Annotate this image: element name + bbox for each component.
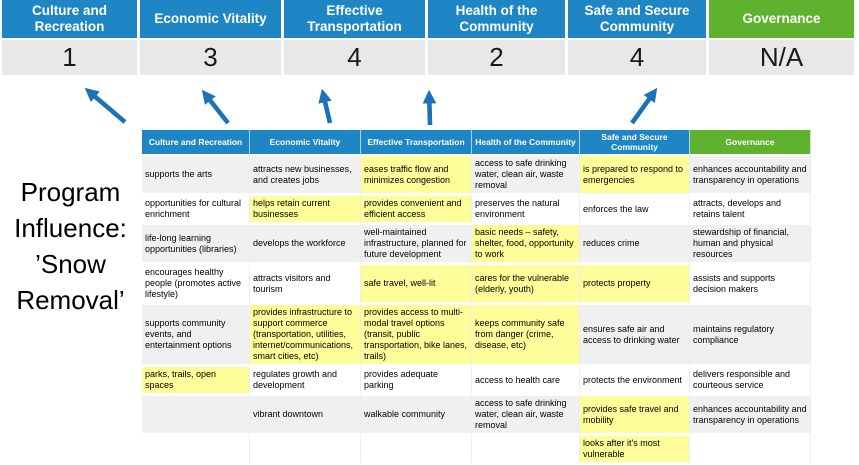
- matrix-cell: keeps community safe from danger (crime,…: [472, 305, 580, 367]
- matrix-cell: [690, 436, 811, 465]
- matrix-cell: reduces crime: [580, 225, 690, 265]
- matrix-cell: enhances accountability and transparency…: [690, 396, 811, 436]
- matrix-header-cell: Culture and Recreation: [142, 130, 250, 156]
- priority-header: Effective Transportation: [284, 0, 425, 38]
- matrix-cell: access to safe drinking water, clean air…: [472, 396, 580, 436]
- matrix-cell: attracts visitors and tourism: [250, 265, 361, 305]
- arrow-icon: [201, 89, 230, 125]
- matrix-cell: provides access to multi-modal travel op…: [361, 305, 472, 367]
- matrix-cell: attracts new businesses, and creates job…: [250, 156, 361, 196]
- matrix-cell: enforces the law: [580, 196, 690, 225]
- priority-score: 3: [140, 40, 281, 75]
- matrix-cell: stewardship of financial, human and phys…: [690, 225, 811, 265]
- matrix-cell: enhances accountability and transparency…: [690, 156, 811, 196]
- matrix-cell: provides convenient and efficient access: [361, 196, 472, 225]
- matrix-cell: attracts, develops and retains talent: [690, 196, 811, 225]
- matrix-header-cell: Safe and Secure Community: [580, 130, 690, 156]
- matrix-cell: protects the environment: [580, 367, 690, 396]
- matrix-cell: [142, 396, 250, 436]
- priority-score: 4: [284, 40, 425, 75]
- matrix-cell: supports the arts: [142, 156, 250, 196]
- priority-header: Culture and Recreation: [2, 0, 137, 38]
- matrix-header-cell: Effective Transportation: [361, 130, 472, 156]
- matrix-cell: basic needs – safety, shelter, food, opp…: [472, 225, 580, 265]
- arrow-icon: [84, 87, 127, 124]
- matrix-cell: ensures safe air and access to drinking …: [580, 305, 690, 367]
- arrow-icon: [422, 89, 437, 126]
- matrix-header-cell: Governance: [690, 130, 811, 156]
- matrix-cell: access to safe drinking water, clean air…: [472, 156, 580, 196]
- matrix-cell: helps retain current businesses: [250, 196, 361, 225]
- priority-score: N/A: [709, 40, 854, 75]
- matrix-cell: [472, 436, 580, 465]
- matrix-cell: cares for the vulnerable (elderly, youth…: [472, 265, 580, 305]
- matrix-cell: life-long learning opportunities (librar…: [142, 225, 250, 265]
- matrix-header-cell: Economic Vitality: [250, 130, 361, 156]
- matrix-cell: vibrant downtown: [250, 396, 361, 436]
- matrix-cell: protects property: [580, 265, 690, 305]
- arrow-icon: [318, 88, 333, 124]
- matrix-cell: [142, 436, 250, 465]
- matrix-cell: opportunities for cultural enrichment: [142, 196, 250, 225]
- matrix-cell: provides adequate parking: [361, 367, 472, 396]
- priority-score: 4: [568, 40, 706, 75]
- priority-header: Economic Vitality: [140, 0, 281, 38]
- matrix-cell: provides safe travel and mobility: [580, 396, 690, 436]
- matrix-cell: supports community events, and entertain…: [142, 305, 250, 367]
- matrix-cell: parks, trails, open spaces: [142, 367, 250, 396]
- priority-scoreboard: Culture and Recreation Economic Vitality E…: [2, 0, 854, 75]
- priority-header: Health of the Community: [428, 0, 565, 38]
- matrix-cell: develops the workforce: [250, 225, 361, 265]
- matrix-cell: preserves the natural environment: [472, 196, 580, 225]
- matrix-cell: [250, 436, 361, 465]
- priority-score: 2: [428, 40, 565, 75]
- matrix-cell: assists and supports decision makers: [690, 265, 811, 305]
- matrix-cell: provides infrastructure to support comme…: [250, 305, 361, 367]
- matrix-cell: encourages healthy people (promotes acti…: [142, 265, 250, 305]
- influence-matrix: Culture and Recreation Economic Vitality E…: [142, 130, 811, 465]
- matrix-cell: regulates growth and development: [250, 367, 361, 396]
- matrix-cell: walkable community: [361, 396, 472, 436]
- matrix-cell: eases traffic flow and minimizes congest…: [361, 156, 472, 196]
- matrix-cell: is prepared to respond to emergencies: [580, 156, 690, 196]
- arrow-icon: [630, 87, 658, 125]
- priority-score: 1: [2, 40, 137, 75]
- matrix-cell: safe travel, well-lit: [361, 265, 472, 305]
- priority-header: Governance: [709, 0, 854, 38]
- matrix-cell: [361, 436, 472, 465]
- matrix-cell: access to health care: [472, 367, 580, 396]
- matrix-cell: maintains regulatory compliance: [690, 305, 811, 367]
- matrix-cell: delivers responsible and courteous servi…: [690, 367, 811, 396]
- program-influence-label: Program Influence: ’Snow Removal’: [14, 177, 127, 315]
- priority-header: Safe and Secure Community: [568, 0, 706, 38]
- matrix-cell: looks after it's most vulnerable: [580, 436, 690, 465]
- matrix-cell: well-maintained infrastructure, planned …: [361, 225, 472, 265]
- matrix-header-cell: Health of the Community: [472, 130, 580, 156]
